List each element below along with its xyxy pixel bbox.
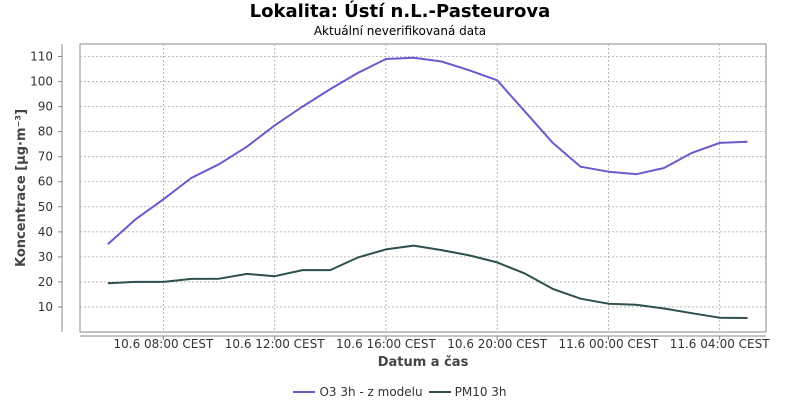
x-tick-label: 10.6 08:00 CEST xyxy=(114,337,215,351)
y-tick-label: 10 xyxy=(38,300,53,314)
y-tick-label: 110 xyxy=(30,50,53,64)
x-axis-title: Datum a čas xyxy=(378,355,469,370)
grid-lines xyxy=(80,44,766,332)
series-group xyxy=(107,56,748,319)
legend: O3 3h - z modelu PM10 3h xyxy=(0,381,800,400)
y-tick-label: 70 xyxy=(38,150,53,164)
y-tick-label: 20 xyxy=(38,275,53,289)
series-line-pm10 xyxy=(107,244,748,319)
y-axis-title: Koncentrace [µg·m⁻³] xyxy=(14,109,29,267)
x-tick-label: 11.6 00:00 CEST xyxy=(558,337,659,351)
y-tick-label: 80 xyxy=(38,125,53,139)
x-tick-label: 10.6 16:00 CEST xyxy=(336,337,437,351)
y-tick-label: 90 xyxy=(38,100,53,114)
legend-label: PM10 3h xyxy=(454,385,507,399)
y-tick-label: 50 xyxy=(38,200,53,214)
series-line-o3 xyxy=(107,56,748,246)
legend-item-o3: O3 3h - z modelu xyxy=(293,384,423,400)
y-tick-label: 30 xyxy=(38,250,53,264)
x-tick-label: 10.6 20:00 CEST xyxy=(447,337,548,351)
legend-label: O3 3h - z modelu xyxy=(319,385,423,399)
x-tick-label: 11.6 04:00 CEST xyxy=(670,337,771,351)
legend-swatch xyxy=(293,391,316,393)
legend-item-pm10: PM10 3h xyxy=(428,384,507,400)
axes: 10 20 30 40 50 60 70 80 90 100 110 10.6 08:00 CEST 1… xyxy=(30,44,770,351)
y-tick-label: 100 xyxy=(30,75,53,89)
x-tick-label: 10.6 12:00 CEST xyxy=(225,337,326,351)
legend-swatch xyxy=(428,391,451,393)
y-tick-label: 40 xyxy=(38,225,53,239)
y-tick-label: 60 xyxy=(38,175,53,189)
chart-title: Lokalita: Ústí n.L.-Pasteurova xyxy=(249,1,551,22)
plot-area xyxy=(79,43,767,333)
chart-subtitle: Aktuální neverifikovaná data xyxy=(313,24,487,38)
